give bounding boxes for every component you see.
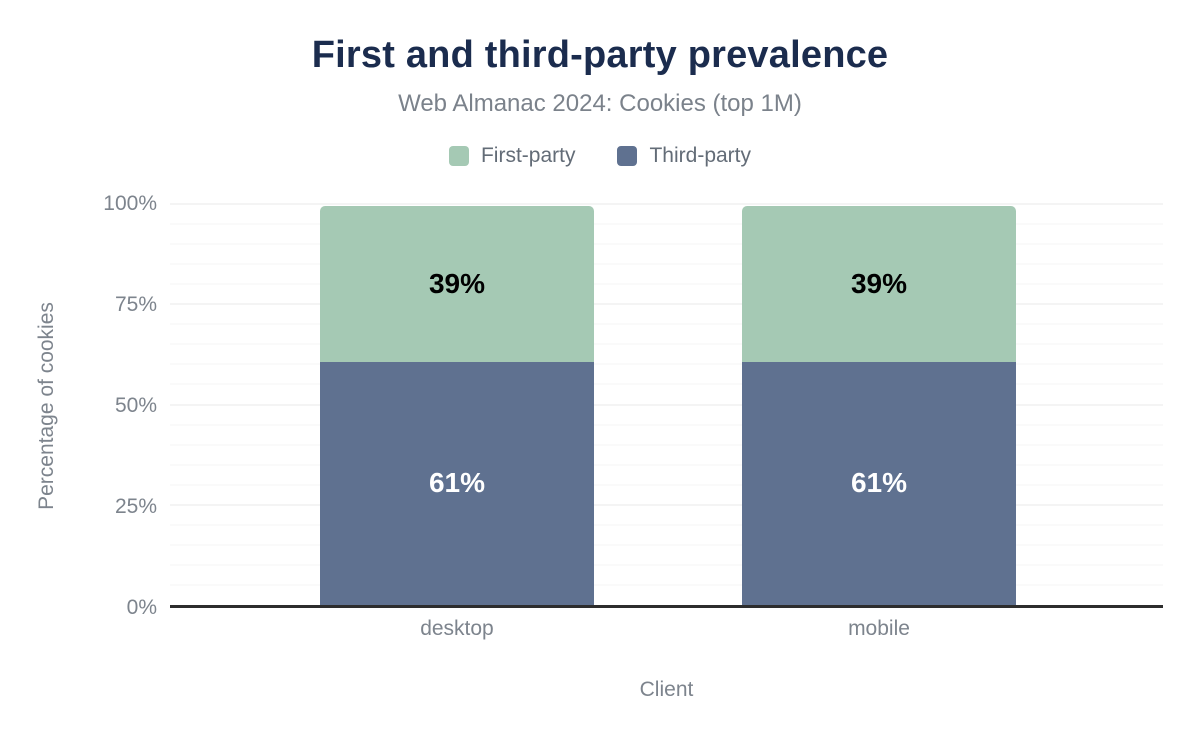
bar-segment-desktop-first-party: 39% bbox=[319, 206, 594, 362]
gridline bbox=[170, 404, 1163, 405]
x-axis-labels: desktop mobile bbox=[170, 617, 1163, 647]
bar-segment-mobile-third-party: 61% bbox=[741, 361, 1017, 605]
gridline bbox=[170, 343, 1163, 345]
gridline bbox=[170, 424, 1163, 426]
data-label: 39% bbox=[428, 267, 485, 299]
gridline bbox=[170, 504, 1163, 506]
bar-segment-desktop-third-party: 61% bbox=[319, 361, 594, 605]
gridline bbox=[170, 223, 1163, 225]
y-tick-label: 50% bbox=[114, 394, 157, 417]
bar-desktop: 61% 39% bbox=[319, 206, 594, 605]
data-label: 61% bbox=[850, 467, 907, 499]
gridline bbox=[170, 444, 1163, 446]
gridline bbox=[170, 203, 1163, 205]
plot-area: 61% 39% 61% 39% bbox=[170, 203, 1163, 608]
y-tick-label: 75% bbox=[114, 293, 157, 316]
x-category-label-desktop: desktop bbox=[420, 617, 494, 640]
y-tick-label: 25% bbox=[114, 495, 157, 518]
legend-label: First-party bbox=[480, 144, 576, 167]
gridline bbox=[170, 303, 1163, 305]
x-category-label-mobile: mobile bbox=[848, 617, 910, 640]
gridline bbox=[170, 524, 1163, 526]
bar-mobile: 61% 39% bbox=[741, 206, 1017, 605]
gridline bbox=[170, 283, 1163, 285]
gridline bbox=[170, 363, 1163, 365]
legend-item-third-party[interactable]: Third-party bbox=[617, 144, 751, 168]
x-axis-title: Client bbox=[639, 678, 694, 701]
data-label: 39% bbox=[850, 267, 907, 299]
legend-swatch-icon bbox=[617, 146, 638, 166]
y-axis-ticks: 0% 25% 50% 75% 100% bbox=[0, 192, 157, 619]
legend: First-party Third-party bbox=[0, 144, 1200, 168]
gridline bbox=[170, 263, 1163, 265]
gridline bbox=[170, 564, 1163, 566]
legend-label: Third-party bbox=[649, 144, 752, 167]
data-label: 61% bbox=[428, 467, 485, 499]
y-tick-label: 100% bbox=[103, 192, 157, 215]
gridline bbox=[170, 544, 1163, 546]
y-tick-label: 0% bbox=[126, 596, 157, 619]
gridline bbox=[170, 464, 1163, 466]
chart-title: First and third-party prevalence bbox=[311, 34, 889, 76]
gridline bbox=[170, 383, 1163, 385]
legend-swatch-icon bbox=[448, 146, 469, 166]
gridline bbox=[170, 243, 1163, 245]
gridline bbox=[170, 484, 1163, 486]
bar-segment-mobile-first-party: 39% bbox=[741, 206, 1017, 362]
gridline bbox=[170, 584, 1163, 586]
legend-item-first-party[interactable]: First-party bbox=[448, 144, 576, 168]
gridline bbox=[170, 323, 1163, 325]
chart-subtitle: Web Almanac 2024: Cookies (top 1M) bbox=[398, 90, 802, 117]
